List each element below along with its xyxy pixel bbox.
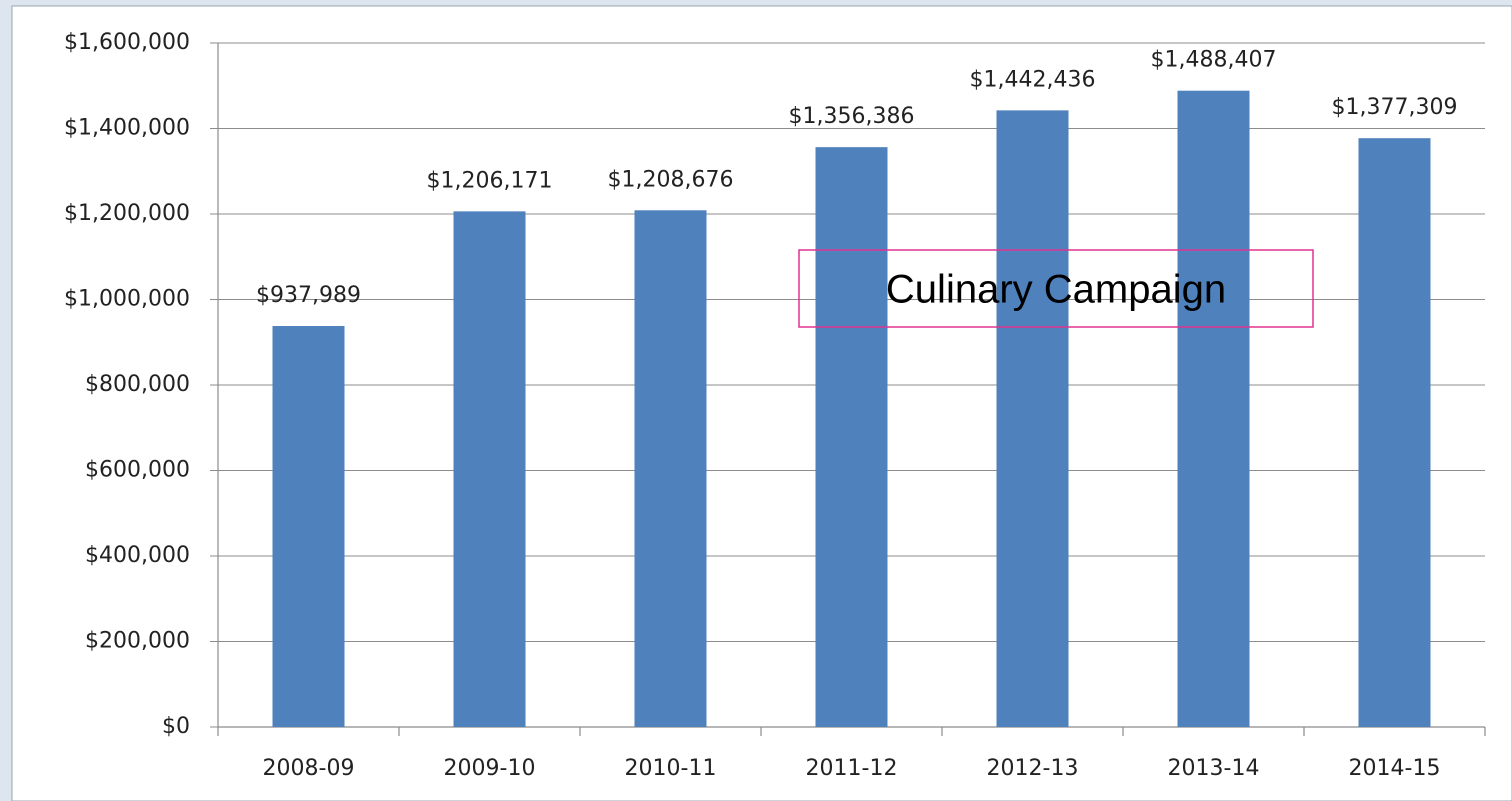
y-tick-label: $1,400,000 bbox=[64, 116, 190, 141]
value-label: $937,989 bbox=[256, 283, 361, 308]
y-tick-label: $0 bbox=[162, 714, 190, 739]
y-tick-label: $800,000 bbox=[85, 372, 190, 397]
value-label: $1,488,407 bbox=[1151, 48, 1277, 73]
value-label: $1,356,386 bbox=[789, 104, 915, 129]
x-tick-label: 2012-13 bbox=[987, 756, 1079, 781]
chart-background bbox=[11, 5, 1512, 801]
value-label: $1,442,436 bbox=[970, 67, 1096, 92]
x-tick-label: 2014-15 bbox=[1349, 756, 1441, 781]
annotation: Culinary Campaign bbox=[886, 268, 1226, 312]
bar bbox=[1358, 138, 1431, 727]
y-tick-label: $1,200,000 bbox=[64, 201, 190, 226]
bar bbox=[453, 211, 526, 728]
value-label: $1,206,171 bbox=[427, 168, 553, 193]
bar bbox=[1177, 90, 1250, 728]
y-tick-label: $200,000 bbox=[85, 629, 190, 654]
bar bbox=[815, 147, 888, 727]
y-tick-label: $400,000 bbox=[85, 543, 190, 568]
value-label: $1,377,309 bbox=[1332, 95, 1458, 120]
bar bbox=[272, 326, 345, 727]
x-tick-label: 2008-09 bbox=[263, 756, 355, 781]
x-tick-label: 2013-14 bbox=[1168, 756, 1260, 781]
y-tick-label: $1,000,000 bbox=[64, 287, 190, 312]
x-tick-label: 2011-12 bbox=[806, 756, 898, 781]
bar bbox=[634, 210, 707, 727]
x-tick-label: 2009-10 bbox=[444, 756, 536, 781]
annotation-box bbox=[798, 249, 1314, 328]
x-tick-label: 2010-11 bbox=[625, 756, 717, 781]
value-label: $1,208,676 bbox=[608, 167, 734, 192]
bar bbox=[996, 110, 1069, 727]
y-tick-label: $1,600,000 bbox=[64, 30, 190, 55]
y-tick-label: $600,000 bbox=[85, 458, 190, 483]
